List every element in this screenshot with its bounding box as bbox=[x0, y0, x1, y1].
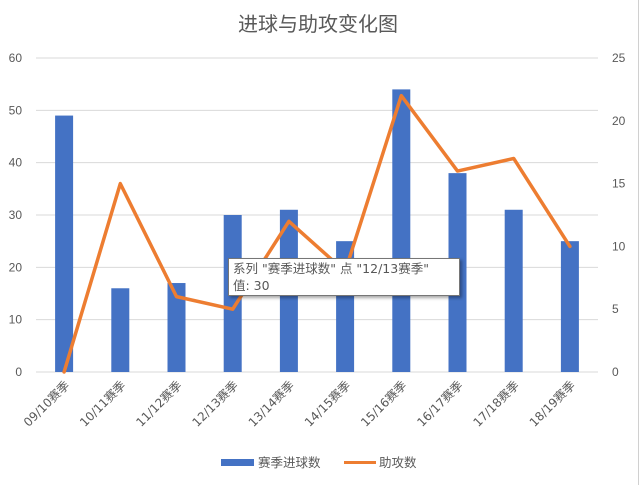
legend-label-assists: 助攻数 bbox=[379, 455, 417, 470]
bar[interactable] bbox=[392, 89, 411, 373]
y-right-tick-label: 10 bbox=[612, 239, 626, 253]
y-axis-right: 0 5 10 15 20 25 bbox=[612, 51, 626, 379]
y-left-tick-label: 20 bbox=[9, 260, 23, 274]
bar[interactable] bbox=[55, 115, 74, 373]
line-series-assists[interactable] bbox=[62, 93, 572, 374]
x-tick-label: 16/17赛季 bbox=[414, 378, 466, 430]
y-left-tick-label: 10 bbox=[9, 313, 23, 327]
x-tick-label: 09/10赛季 bbox=[20, 378, 72, 430]
y-right-tick-label: 5 bbox=[612, 302, 619, 316]
legend-swatch-goals bbox=[221, 459, 254, 466]
y-left-tick-label: 0 bbox=[15, 365, 22, 379]
bar[interactable] bbox=[560, 241, 579, 372]
x-axis: 09/10赛季 10/11赛季 11/12赛季 12/13赛季 13/14赛季 14/15… bbox=[20, 378, 578, 430]
y-right-tick-label: 15 bbox=[612, 177, 626, 191]
bar[interactable] bbox=[111, 288, 130, 372]
assists-line[interactable] bbox=[62, 93, 572, 374]
x-tick-label: 12/13赛季 bbox=[189, 378, 241, 430]
y-left-tick-label: 60 bbox=[9, 51, 23, 65]
y-axis-left: 0 10 20 30 40 50 60 bbox=[9, 51, 23, 379]
window-edge-divider bbox=[638, 0, 639, 485]
y-right-tick-label: 0 bbox=[612, 365, 619, 379]
legend[interactable]: 赛季进球数 助攻数 bbox=[221, 455, 417, 470]
y-left-tick-label: 30 bbox=[9, 208, 23, 222]
legend-label-goals: 赛季进球数 bbox=[258, 455, 321, 470]
y-right-tick-label: 20 bbox=[612, 114, 626, 128]
y-left-tick-label: 40 bbox=[9, 156, 23, 170]
y-right-tick-label: 25 bbox=[612, 51, 626, 65]
y-left-tick-label: 50 bbox=[9, 103, 23, 117]
chart-title: 进球与助攻变化图 bbox=[238, 12, 398, 36]
bar-series-goals[interactable] bbox=[55, 89, 579, 373]
bar[interactable] bbox=[504, 209, 523, 372]
bar[interactable] bbox=[167, 283, 186, 372]
x-tick-label: 10/11赛季 bbox=[76, 378, 128, 430]
x-tick-label: 11/12赛季 bbox=[133, 378, 185, 430]
x-tick-label: 18/19赛季 bbox=[526, 378, 578, 430]
x-tick-label: 14/15赛季 bbox=[301, 378, 353, 430]
x-tick-label: 13/14赛季 bbox=[245, 378, 297, 430]
x-tick-label: 17/18赛季 bbox=[470, 378, 522, 430]
data-point-tooltip: 系列 "赛季进球数" 点 "12/13赛季" 值: 30 bbox=[228, 258, 460, 296]
x-tick-label: 15/16赛季 bbox=[357, 378, 409, 430]
tooltip-value-line: 值: 30 bbox=[233, 278, 270, 293]
tooltip-series-line: 系列 "赛季进球数" 点 "12/13赛季" bbox=[233, 261, 429, 276]
